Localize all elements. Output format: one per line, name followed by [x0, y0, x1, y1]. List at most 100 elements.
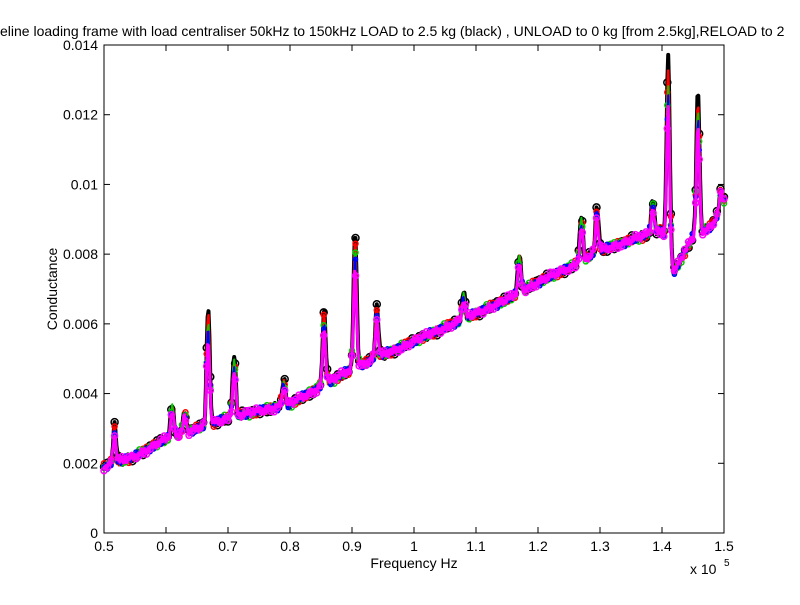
series-line [103, 94, 725, 471]
series-point [206, 386, 215, 395]
series-point [178, 427, 186, 436]
series-point [536, 276, 544, 285]
series-point [352, 256, 359, 263]
series-point [603, 245, 611, 253]
series-point [589, 245, 597, 254]
series-point [454, 315, 463, 324]
series-point [252, 404, 261, 412]
series-point [241, 406, 250, 415]
series-point [486, 305, 494, 313]
series-point [713, 210, 721, 218]
series-point [277, 399, 285, 407]
series-point [681, 245, 689, 253]
series-point [709, 221, 718, 229]
series-point [528, 283, 537, 292]
series-point [319, 331, 328, 340]
series-point [142, 450, 151, 458]
series-point [557, 265, 565, 273]
series-point [677, 253, 686, 261]
series-point [667, 226, 675, 234]
x-tick-label: 0.8 [280, 538, 300, 554]
series-point [674, 257, 682, 265]
x-tick-label: 1.4 [652, 538, 672, 554]
x-tick-label: 1.3 [590, 538, 610, 554]
series-point [649, 209, 657, 217]
series-point [458, 305, 466, 314]
series-point [103, 463, 112, 471]
series-point [592, 214, 601, 222]
series-point [504, 291, 512, 299]
series-point [635, 232, 643, 240]
series-point [461, 301, 470, 309]
series-point [160, 432, 168, 440]
series-point [628, 235, 636, 244]
y-axis-label: Conductance [44, 248, 60, 331]
y-tick-label: 0.01 [71, 176, 98, 192]
series-point [511, 290, 519, 298]
x-axis-label: Frequency Hz [370, 555, 457, 571]
x-axis-multiplier: x 10 [690, 561, 717, 577]
series-line [103, 85, 725, 471]
series-point [224, 416, 232, 425]
series-point [621, 238, 629, 246]
series-point [631, 230, 640, 239]
series-point [571, 263, 579, 272]
series-point [514, 263, 523, 272]
series-point [443, 323, 452, 332]
series-point [447, 324, 455, 332]
chart-title: eline loading frame with load centralise… [0, 23, 785, 39]
x-tick-label: 1.2 [528, 538, 548, 554]
plot-frame [103, 44, 725, 534]
y-tick-label: 0.008 [63, 246, 98, 262]
series-point [298, 392, 307, 401]
series-point [670, 266, 679, 275]
series-point [617, 242, 626, 251]
series-point [500, 296, 509, 305]
y-tick-label: 0.006 [63, 316, 98, 332]
series-point [114, 454, 122, 462]
series-point [284, 397, 292, 405]
series-point [404, 343, 413, 351]
series-point [374, 313, 380, 319]
series-point [195, 424, 204, 433]
series-point [578, 228, 587, 237]
series-point [373, 306, 381, 314]
series-point [546, 268, 555, 277]
series-point [358, 361, 367, 369]
series-point [539, 275, 548, 283]
x-axis-multiplier-exponent: 5 [724, 558, 730, 569]
series-point [352, 249, 359, 256]
series-point [320, 311, 327, 319]
y-tick-label: 0.014 [63, 37, 98, 53]
series-point [125, 452, 133, 461]
series-point [352, 240, 359, 247]
series-point [716, 187, 725, 196]
series-point [305, 389, 314, 397]
series-point [220, 416, 229, 424]
series-point [497, 297, 505, 305]
series-point [309, 390, 317, 399]
series-point [234, 411, 243, 420]
x-tick-label: 0.5 [94, 538, 114, 554]
series-point [532, 282, 540, 291]
plot-area: 0.5 0.6 0.7 0.8 0.9 1 1.1 1.2 1.3 1.4 1.5 00.0020.… [63, 37, 734, 554]
series-point [238, 412, 246, 420]
series-point [351, 272, 360, 280]
series-point [369, 350, 378, 358]
series-lines [99, 52, 729, 475]
series-point [482, 306, 491, 315]
series-point [720, 195, 728, 203]
series-point [185, 431, 193, 440]
series-point [153, 440, 161, 449]
x-tick-label: 1.1 [466, 538, 486, 554]
series-point [585, 252, 594, 260]
x-axis-ticks: 0.5 0.6 0.7 0.8 0.9 1 1.1 1.2 1.3 1.4 1.5 [94, 45, 734, 554]
x-tick-label: 1.5 [714, 538, 734, 554]
series-point [202, 362, 211, 370]
y-axis-ticks: 0 0.002 0.004 0.006 0.008 0.01 0.012 0.014 [63, 37, 724, 541]
series-point [365, 357, 374, 366]
series-point [574, 255, 583, 263]
series-point [192, 424, 200, 433]
series-point [489, 305, 498, 313]
series-point [376, 347, 385, 356]
